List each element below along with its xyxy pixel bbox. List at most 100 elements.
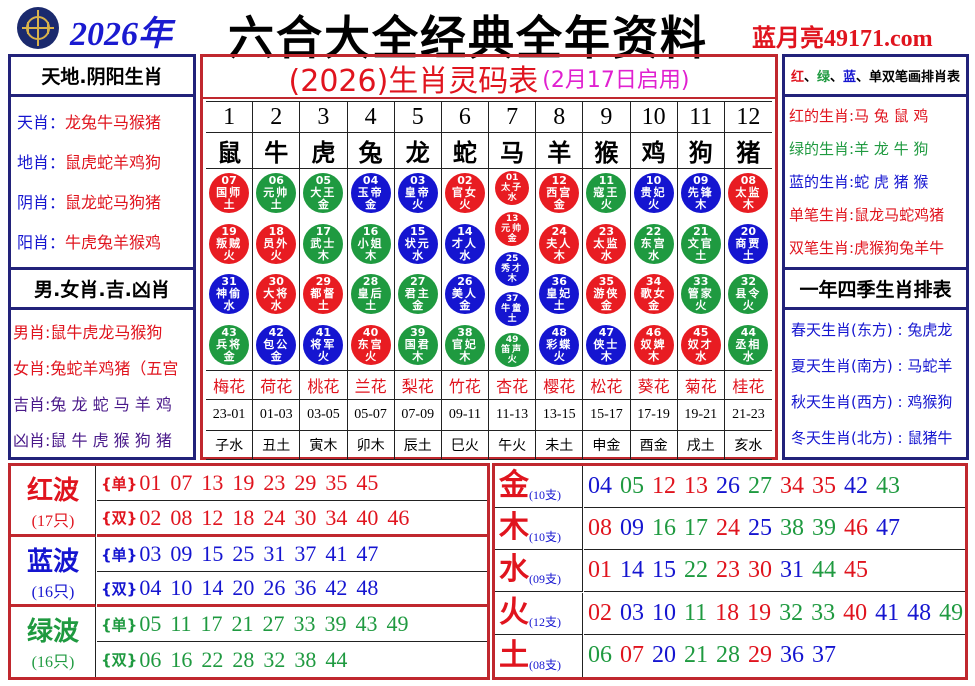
ball-title: 状元: [404, 236, 431, 250]
zodiac-ball-column: 07 国师土 19 叛贼火 31 神偷水 43 兵将金: [206, 168, 254, 371]
cell: 兔: [347, 133, 395, 169]
left-panel: 天地.阴阳生肖 天肖：龙兔牛马猴猪 地肖：鼠虎蛇羊鸡狗 阴肖：鼠龙蛇马狗猪 阳肖：牛虎兔…: [8, 54, 196, 460]
cell: 8: [536, 102, 584, 133]
cell: 竹花: [441, 371, 489, 400]
section-title: 男.女肖.吉.凶肖: [11, 267, 193, 310]
item-value: 鼠龙马蛇鸡猪: [854, 206, 945, 224]
earthly-branch: 寅木: [309, 438, 338, 454]
parity-label: {双}: [101, 509, 138, 527]
column-number: 7: [506, 103, 519, 130]
ball-element: 土: [553, 299, 565, 313]
cell: 1: [206, 102, 254, 133]
element-number: 10: [652, 599, 676, 626]
element-number: 40: [843, 599, 868, 626]
ball-title: 叛贼: [216, 236, 243, 250]
ball-number: 14: [457, 224, 473, 238]
zodiac-ball-column: 11 寇王火 23 太监水 35 游侠金 47 侠士木: [583, 168, 631, 371]
colon: :: [45, 359, 51, 378]
element-number: 42: [844, 473, 868, 499]
element-number: 34: [780, 473, 804, 499]
wave-number: 06: [139, 646, 162, 672]
ball-title: 君主: [404, 287, 431, 301]
ball-number: 13: [505, 213, 519, 224]
item-value: 鼠虎蛇羊鸡狗: [65, 153, 162, 172]
hour-range: 05-07: [354, 407, 387, 422]
number-ball: 05 大王金: [303, 173, 344, 214]
ball-number: 19: [221, 224, 237, 238]
wave-number: 37: [294, 541, 317, 566]
wave-name: 蓝波: [26, 547, 79, 577]
ball-title: 武士: [310, 236, 337, 250]
hour-range: 23-01: [212, 407, 246, 422]
cell: 09-11: [441, 400, 489, 431]
number-ball: 33 管家火: [680, 274, 721, 315]
ball-element: 水: [695, 349, 707, 363]
ball-number: 08: [740, 174, 757, 188]
ball-title: 将军: [310, 337, 337, 351]
hour-range: 09-11: [448, 407, 481, 422]
ball-number: 41: [315, 325, 332, 339]
parity-label: {双}: [101, 651, 138, 669]
number-ball: 11 寇王火: [586, 173, 627, 214]
hour-range: 11-13: [496, 407, 529, 422]
wave-number: 33: [293, 611, 316, 636]
zodiac-ball-column: 06 元帅土 18 员外火 30 大将水 42 包公金: [253, 168, 301, 371]
zodiac-name: 鸡: [641, 139, 666, 167]
wave-number: 08: [170, 504, 193, 530]
wave-number: 17: [200, 611, 223, 636]
flower-name: 桃花: [307, 377, 340, 396]
ball-element: 金: [553, 198, 565, 212]
cell: 马: [489, 133, 537, 169]
ball-title: 奴婢: [640, 337, 667, 351]
element-count: (12支): [529, 614, 561, 629]
number-ball: 12 西宫金: [539, 173, 580, 214]
element-row: 04 05 12 13 26 27 34 35 42 43: [584, 466, 965, 508]
cell: 松花: [583, 371, 631, 400]
flower-name: 菊花: [684, 377, 717, 396]
zodiac-name: 虎: [311, 139, 336, 167]
ball-element: 木: [459, 349, 471, 363]
ball-number: 48: [551, 325, 567, 339]
ball-element: 火: [648, 198, 660, 212]
zodiac-name: 猴: [594, 139, 619, 167]
ball-number: 46: [645, 325, 662, 339]
element-number: 11: [684, 599, 708, 626]
element-label: 金 (10支): [495, 466, 583, 508]
hour-range: 19-21: [684, 407, 718, 422]
ball-title: 大王: [310, 186, 337, 200]
wave-number: 47: [356, 541, 379, 566]
hour-range: 21-23: [732, 407, 765, 422]
hour-range: 17-19: [637, 407, 670, 422]
item-value: 兔蛇羊鸡猪（五宫: [50, 359, 179, 378]
ball-element: 火: [317, 349, 329, 363]
wave-row: {双} 06 16 22 28 32 38 44: [97, 642, 487, 677]
wave-number: 28: [232, 646, 255, 672]
ball-element: 金: [507, 233, 517, 244]
wave-number: 31: [263, 541, 286, 566]
title-part: 绿: [816, 70, 830, 85]
number-ball: 17 武士木: [303, 223, 344, 264]
element-number: 12: [652, 473, 676, 499]
element-table: 金 (10支) 04 05 12 13 26 27 34 35 42 43 木 (10支) 08 09 16 17…: [492, 463, 968, 680]
ball-number: 30: [268, 275, 284, 289]
element-number: 31: [780, 557, 804, 584]
cell: 巳火: [441, 431, 489, 460]
ball-element: 土: [742, 248, 754, 262]
element-number: 01: [588, 557, 612, 584]
wave-number: 24: [263, 504, 286, 530]
number-ball: 08 太监木: [728, 173, 769, 214]
number-ball: 04 玉帝金: [350, 173, 391, 214]
ball-element: 水: [507, 193, 517, 204]
flower-name: 松花: [590, 377, 623, 396]
wave-number: 02: [139, 504, 162, 530]
ball-title: 太监: [593, 236, 620, 250]
earthly-branch: 酉金: [639, 438, 668, 454]
table-title: (2026)生肖灵码表 (2月17日启用): [203, 59, 775, 99]
element-number: 32: [779, 599, 804, 626]
wave-number: 19: [232, 470, 255, 495]
ball-title: 彩蝶: [546, 337, 573, 351]
logo-icon: [17, 7, 59, 49]
zodiac-ball-column: 09 先锋木 21 文官土 33 管家火 45 奴才水: [677, 168, 725, 371]
column-number: 10: [641, 103, 666, 130]
number-ball: 02 官女火: [444, 173, 485, 214]
